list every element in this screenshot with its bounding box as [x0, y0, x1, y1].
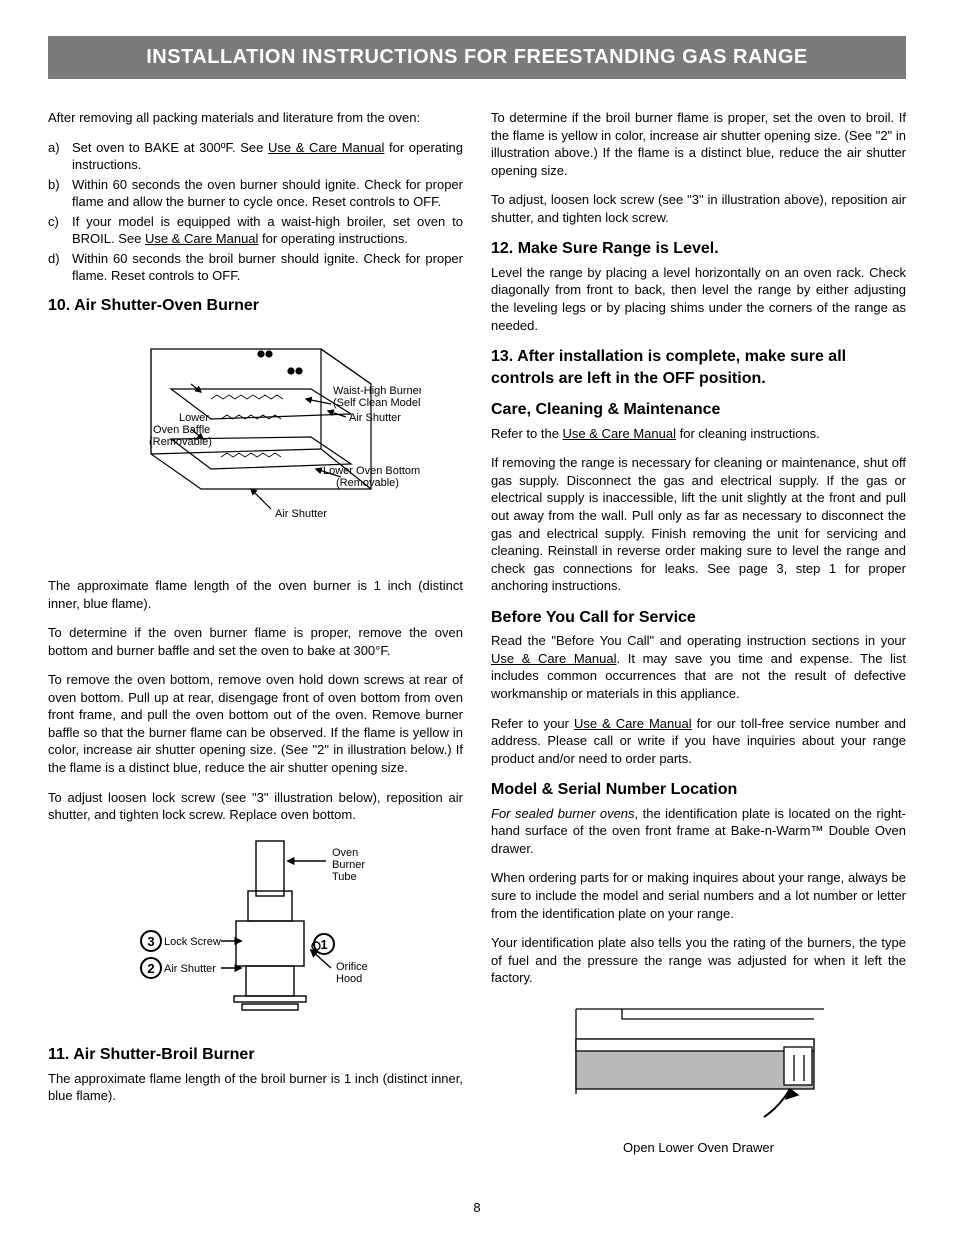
- paragraph: The approximate flame length of the broi…: [48, 1070, 463, 1105]
- fig1-label: Waist-High Burner: [333, 385, 421, 397]
- fig2-num: 1: [320, 937, 327, 952]
- manual-link: Use & Care Manual: [268, 140, 384, 155]
- section-10-title: 10. Air Shutter-Oven Burner: [48, 295, 463, 317]
- paragraph: For sealed burner ovens, the identificat…: [491, 805, 906, 858]
- manual-link: Use & Care Manual: [145, 231, 258, 246]
- paragraph: Refer to the Use & Care Manual for clean…: [491, 425, 906, 443]
- list-item: a) Set oven to BAKE at 300ºF. See Use & …: [48, 139, 463, 174]
- figure-oven-burner: Waist-High Burner (Self Clean Models) Lo…: [48, 329, 463, 564]
- paragraph: To adjust, loosen lock screw (see "3" in…: [491, 191, 906, 226]
- fig2-num: 3: [147, 934, 154, 949]
- before-title: Before You Call for Service: [491, 607, 906, 629]
- list-text: If your model is equipped with a waist-h…: [72, 213, 463, 248]
- checklist: a) Set oven to BAKE at 300ºF. See Use & …: [48, 139, 463, 285]
- two-column-layout: After removing all packing materials and…: [48, 109, 906, 1171]
- list-letter: b): [48, 176, 72, 211]
- manual-link: Use & Care Manual: [491, 651, 616, 666]
- fig2-label: Oven: [332, 847, 358, 859]
- list-text: Within 60 seconds the broil burner shoul…: [72, 250, 463, 285]
- paragraph: Your identification plate also tells you…: [491, 934, 906, 987]
- manual-link: Use & Care Manual: [563, 426, 676, 441]
- section-11-title: 11. Air Shutter-Broil Burner: [48, 1044, 463, 1066]
- header-title: INSTALLATION INSTRUCTIONS FOR FREESTANDI…: [48, 36, 906, 79]
- left-column: After removing all packing materials and…: [48, 109, 463, 1171]
- fig1-label: Lower Oven Bottom: [323, 465, 420, 477]
- list-item: d) Within 60 seconds the broil burner sh…: [48, 250, 463, 285]
- fig2-label: Lock Screw: [164, 936, 221, 948]
- figure-air-shutter-detail: 3 2 1 Oven Burner Tube Lock Screw Air Sh…: [48, 836, 463, 1031]
- section-13-title: 13. After installation is complete, make…: [491, 346, 906, 389]
- fig2-label: Burner: [332, 859, 365, 871]
- list-item: b) Within 60 seconds the oven burner sho…: [48, 176, 463, 211]
- paragraph: Level the range by placing a level horiz…: [491, 264, 906, 334]
- fig2-label: Tube: [332, 871, 357, 883]
- fig1-label: Lower: [179, 412, 209, 424]
- model-title: Model & Serial Number Location: [491, 779, 906, 801]
- figure-caption: Open Lower Oven Drawer: [491, 1139, 906, 1157]
- paragraph: When ordering parts for or making inquir…: [491, 869, 906, 922]
- intro-text: After removing all packing materials and…: [48, 109, 463, 127]
- figure-drawer: Open Lower Oven Drawer: [491, 999, 906, 1157]
- paragraph: Read the "Before You Call" and operating…: [491, 632, 906, 702]
- paragraph: To determine if the broil burner flame i…: [491, 109, 906, 179]
- section-12-title: 12. Make Sure Range is Level.: [491, 238, 906, 260]
- list-letter: c): [48, 213, 72, 248]
- fig1-label: Air Shutter: [275, 508, 327, 520]
- paragraph: If removing the range is necessary for c…: [491, 454, 906, 594]
- paragraph: Refer to your Use & Care Manual for our …: [491, 715, 906, 768]
- paragraph: The approximate flame length of the oven…: [48, 577, 463, 612]
- paragraph: To remove the oven bottom, remove oven h…: [48, 671, 463, 776]
- fig1-label: (Removable): [336, 477, 399, 489]
- page-number: 8: [0, 1200, 954, 1215]
- right-column: To determine if the broil burner flame i…: [491, 109, 906, 1171]
- paragraph: To determine if the oven burner flame is…: [48, 624, 463, 659]
- list-text: Set oven to BAKE at 300ºF. See Use & Car…: [72, 139, 463, 174]
- fig1-label: Oven Baffle: [153, 424, 210, 436]
- fig1-label: (Self Clean Models): [333, 397, 421, 409]
- italic-lead: For sealed burner ovens: [491, 806, 635, 821]
- list-letter: a): [48, 139, 72, 174]
- fig2-num: 2: [147, 961, 154, 976]
- fig1-label: Air Shutter: [349, 412, 401, 424]
- fig2-label: Orifice: [336, 961, 368, 973]
- manual-link: Use & Care Manual: [574, 716, 692, 731]
- paragraph: To adjust loosen lock screw (see "3" ill…: [48, 789, 463, 824]
- fig2-label: Hood: [336, 973, 362, 985]
- fig2-label: Air Shutter: [164, 963, 216, 975]
- care-title: Care, Cleaning & Maintenance: [491, 399, 906, 421]
- list-item: c) If your model is equipped with a wais…: [48, 213, 463, 248]
- list-text: Within 60 seconds the oven burner should…: [72, 176, 463, 211]
- list-letter: d): [48, 250, 72, 285]
- fig1-label: (Removable): [149, 436, 212, 448]
